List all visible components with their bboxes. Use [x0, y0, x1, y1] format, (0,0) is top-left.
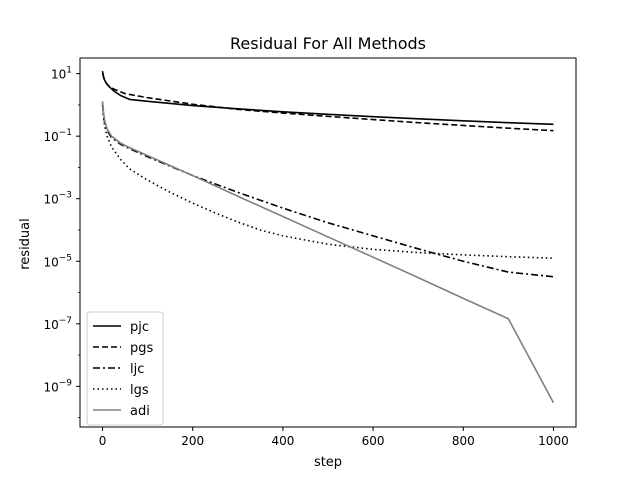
x-tick-label: 800: [452, 434, 475, 448]
x-tick-label: 600: [362, 434, 385, 448]
series-line-ljc: [101, 102, 554, 278]
series-line-pgs: [101, 73, 554, 132]
x-axis-label: step: [314, 455, 342, 470]
series-line-adi: [101, 101, 555, 404]
legend-label-lgs: lgs: [130, 383, 149, 398]
axes-frame: [79, 57, 577, 428]
series-lines: [101, 71, 555, 404]
y-tick-label: 101: [51, 66, 72, 82]
legend-box: [86, 311, 164, 426]
legend-label-adi: adi: [130, 404, 150, 419]
legend: pjc pgs ljc lgs adi: [86, 311, 164, 426]
y-tick-label: 10−1: [43, 128, 72, 144]
y-tick-label: 10−3: [43, 191, 72, 207]
y-axis-label: residual: [18, 218, 33, 270]
x-tick-label: 0: [99, 434, 107, 448]
plot-area: [101, 71, 555, 404]
y-tick-label: 10−9: [43, 378, 72, 394]
chart-title: Residual For All Methods: [230, 34, 426, 53]
y-tick-label: 10−7: [43, 316, 72, 332]
series-line-lgs: [101, 104, 554, 260]
x-tick-label: 200: [181, 434, 204, 448]
axes: 0 200 400 600 800 1000 101 10−1 10−3 10−5 10−7 10−9: [43, 57, 577, 448]
legend-label-ljc: ljc: [130, 362, 144, 377]
x-tick-label: 1000: [538, 434, 569, 448]
legend-label-pgs: pgs: [130, 341, 154, 356]
legend-label-pjc: pjc: [130, 320, 149, 335]
y-tick-label: 10−5: [43, 253, 72, 269]
x-tick-label: 400: [271, 434, 294, 448]
